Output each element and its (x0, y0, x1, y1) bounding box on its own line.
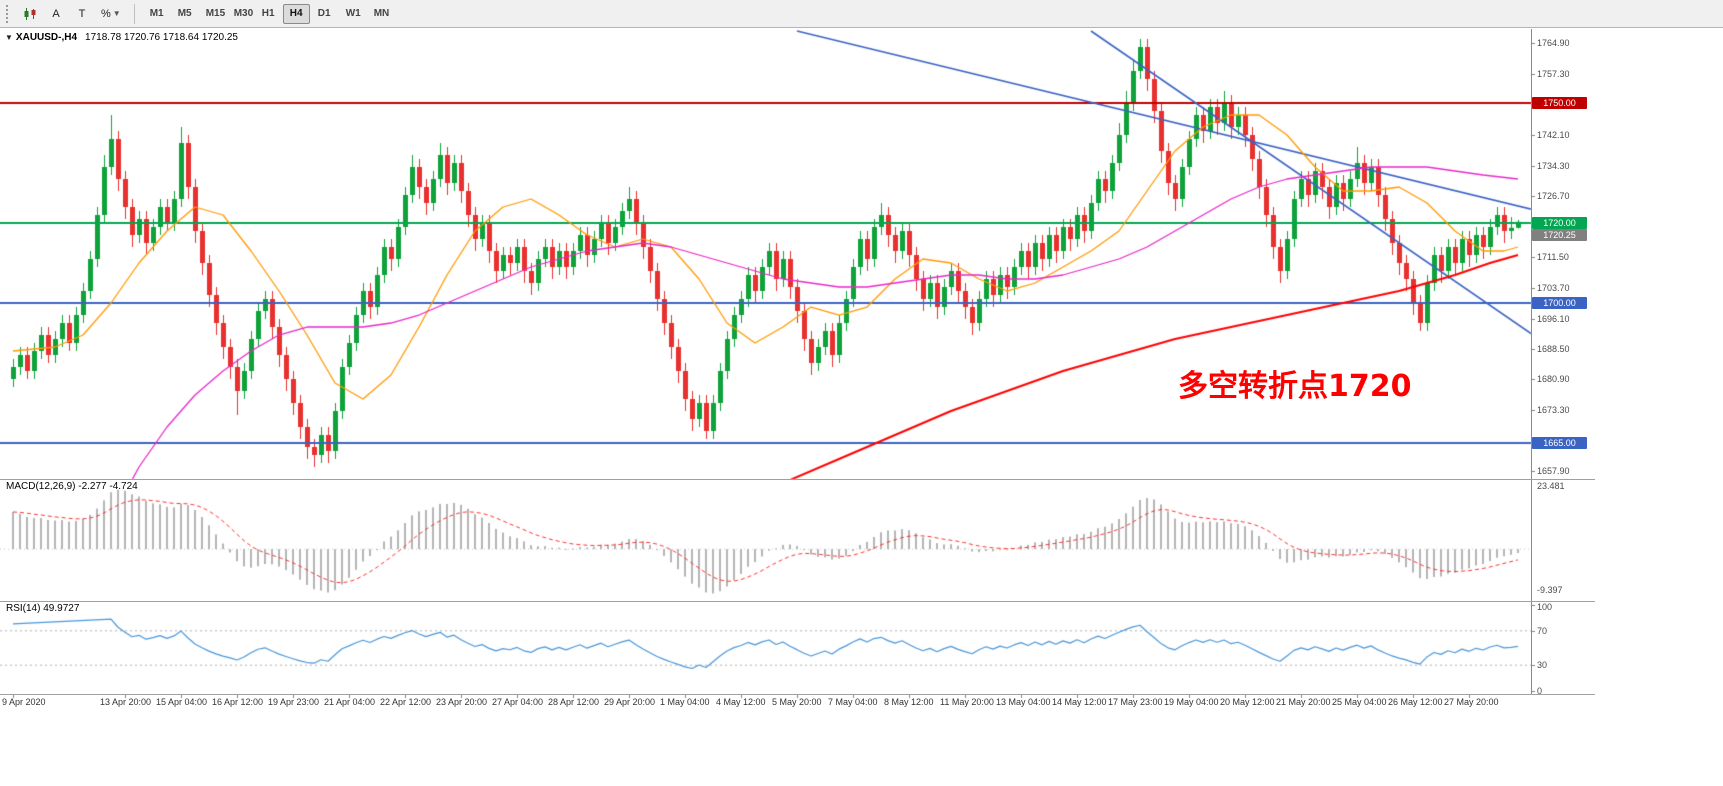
price-axis-label: 1734.30 (1537, 160, 1570, 171)
rsi-header: RSI(14) 49.9727 (6, 603, 80, 614)
chart-canvas[interactable] (0, 29, 1595, 713)
scale-dropdown-button[interactable]: % ▼ (96, 3, 126, 25)
price-axis-label: 1657.90 (1537, 466, 1570, 477)
timeframe-button-h4[interactable]: H4 (282, 3, 310, 24)
time-axis-label: 4 May 12:00 (716, 697, 766, 707)
toolbar-button-a[interactable]: A (44, 3, 68, 25)
time-axis-label: 29 Apr 20:00 (604, 697, 656, 707)
time-axis-label: 19 Apr 23:00 (268, 697, 320, 707)
time-axis-label: 15 Apr 04:00 (156, 697, 208, 707)
timeframe-group: M1 M5 M15 M30 H1 H4 D1 W1 MN (143, 3, 394, 24)
percent-icon: % (101, 7, 111, 20)
symbol-period-label: XAUUSD-,H4 (15, 32, 78, 43)
time-axis-label: 20 May 12:00 (1220, 697, 1275, 707)
toolbar-drag-handle[interactable] (6, 4, 12, 23)
chart-annotation-text: 多空转折点1720 (1178, 369, 1412, 404)
price-tag-1750.00: 1750.00 (1532, 97, 1587, 109)
time-axis-label: 23 Apr 20:00 (436, 697, 488, 707)
ohlc-readout: 1718.78 1720.76 1718.64 1720.25 (85, 32, 238, 43)
price-tag-1720.00: 1720.00 (1532, 217, 1587, 229)
price-axis-label: 1673.30 (1537, 404, 1570, 415)
time-axis-label: 26 May 12:00 (1388, 697, 1443, 707)
toolbar-separator (133, 3, 135, 24)
timeframe-button-m15[interactable]: M15 (199, 4, 226, 24)
chart-area: ▼ XAUUSD-,H4 1718.78 1720.76 1718.64 1720.… (0, 29, 1595, 713)
time-axis-label: 28 Apr 12:00 (548, 697, 600, 707)
price-axis-label: 1696.10 (1537, 313, 1570, 324)
time-axis-label: 17 May 23:00 (1108, 697, 1163, 707)
time-axis-label: 13 Apr 20:00 (100, 697, 152, 707)
time-axis-label: 13 May 04:00 (996, 697, 1051, 707)
current-price-tag: 1720.25 (1532, 229, 1587, 241)
timeframe-button-d1[interactable]: D1 (311, 4, 338, 24)
price-axis-label: 1726.70 (1537, 191, 1570, 202)
time-axis-label: 11 May 20:00 (940, 697, 994, 707)
time-axis-label: 7 May 04:00 (828, 697, 878, 707)
time-axis-label: 21 Apr 04:00 (324, 697, 376, 707)
macd-scale-top: 23.481 (1537, 481, 1565, 491)
price-axis-label: 1680.90 (1537, 374, 1570, 385)
price-tag-1700.00: 1700.00 (1532, 297, 1587, 309)
one-click-trading-arrow[interactable]: ▼ (5, 33, 13, 42)
macd-header: MACD(12,26,9) -2.277 -4.724 (6, 481, 138, 492)
price-axis-label: 1757.30 (1537, 68, 1570, 79)
rsi-level-label-30: 30 (1537, 660, 1548, 671)
time-axis-label: 19 May 04:00 (1164, 697, 1219, 707)
toolbar: A T % ▼ M1 M5 M15 M30 H1 H4 D1 W1 MN (0, 0, 1723, 28)
timeframe-button-m30[interactable]: M30 (227, 4, 254, 24)
candlestick-chart-icon (24, 7, 36, 20)
time-axis-label: 9 Apr 2020 (2, 697, 46, 707)
time-axis-label: 8 May 12:00 (884, 697, 934, 707)
price-axis-label: 1742.10 (1537, 129, 1570, 140)
price-axis-line (1531, 29, 1532, 694)
timeframe-button-m1[interactable]: M1 (143, 4, 170, 24)
time-axis-label: 14 May 12:00 (1052, 697, 1107, 707)
price-axis-label: 1688.50 (1537, 344, 1570, 354)
time-axis-label: 27 Apr 04:00 (492, 697, 544, 707)
time-axis-separator (0, 694, 1595, 695)
price-tag-1665.00: 1665.00 (1532, 437, 1587, 449)
chart-type-button[interactable] (18, 3, 42, 25)
rsi-level-label-0: 0 (1537, 686, 1543, 696)
chart-title: ▼ XAUUSD-,H4 1718.78 1720.76 1718.64 1720.… (5, 32, 238, 43)
time-axis-label: 1 May 04:00 (660, 697, 710, 707)
pane-separator-macd[interactable] (0, 479, 1595, 480)
rsi-level-label-70: 70 (1537, 625, 1548, 636)
price-axis-label: 1764.90 (1537, 38, 1570, 49)
price-axis-label: 1711.50 (1537, 252, 1569, 262)
time-axis-label: 5 May 20:00 (772, 697, 822, 707)
time-axis-label: 25 May 04:00 (1332, 697, 1387, 707)
timeframe-button-w1[interactable]: W1 (339, 4, 366, 24)
time-axis-label: 27 May 20:00 (1444, 697, 1499, 707)
timeframe-button-h1[interactable]: H1 (255, 4, 282, 24)
time-axis-label: 22 Apr 12:00 (380, 697, 432, 707)
timeframe-button-mn[interactable]: MN (367, 4, 394, 24)
rsi-level-label-100: 100 (1537, 602, 1553, 612)
pane-separator-rsi[interactable] (0, 601, 1595, 602)
toolbar-button-t[interactable]: T (70, 3, 94, 25)
time-axis-label: 21 May 20:00 (1276, 697, 1331, 707)
macd-scale-bottom: -9.397 (1537, 585, 1563, 595)
timeframe-button-m5[interactable]: M5 (171, 4, 198, 24)
price-axis-label: 1703.70 (1537, 283, 1570, 294)
chevron-down-icon: ▼ (112, 9, 121, 18)
time-axis-label: 16 Apr 12:00 (212, 697, 264, 707)
